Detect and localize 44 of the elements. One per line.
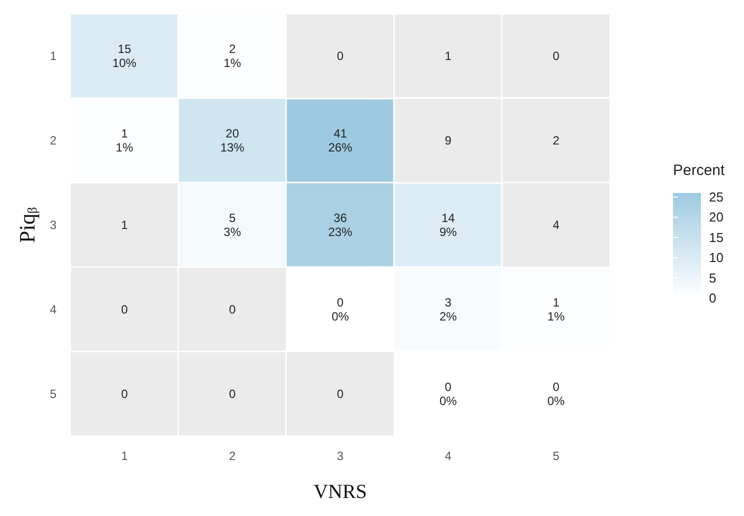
x-tick-label: 4: [444, 449, 452, 463]
data-label: 0 0%: [439, 380, 458, 408]
text: 2: [552, 134, 560, 148]
text: 0: [229, 302, 236, 316]
x-axis-title: VNRS: [314, 481, 367, 503]
text: 4: [552, 218, 560, 232]
data-label: 41 26%: [328, 126, 353, 155]
data-label: 0 0%: [332, 295, 350, 324]
text: 0: [229, 386, 236, 401]
color-bar-label: 15: [709, 230, 724, 245]
text: 1: [121, 218, 128, 232]
y-tick-label: 4: [50, 302, 57, 316]
text: 9: [444, 134, 452, 148]
x-tick-label: 2: [229, 449, 236, 463]
color-bar-label: 5: [709, 270, 716, 286]
y-tick-label: 5: [50, 386, 57, 401]
data-label: 0 0%: [547, 380, 566, 408]
color-bar-title: Percent: [673, 162, 726, 179]
text: 0: [121, 302, 128, 316]
data-label: 3 2%: [439, 295, 458, 324]
data-label: 14 9%: [439, 211, 458, 239]
color-bar-label: 0: [709, 290, 716, 306]
y-axis-title: Piqβ: [14, 206, 40, 243]
x-tick-label: 1: [121, 449, 128, 463]
color-bar-label: 25: [709, 190, 724, 205]
data-label: 36 23%: [328, 211, 353, 239]
y-tick-label: 1: [50, 49, 57, 64]
data-label: 20 13%: [220, 126, 245, 155]
color-bar-label: 20: [709, 210, 724, 225]
text: 0: [336, 49, 344, 64]
data-label: 1 1%: [116, 126, 134, 155]
color-bar-label: 10: [709, 250, 724, 266]
x-tick-label: 5: [552, 449, 560, 463]
data-label: 1 1%: [547, 295, 566, 324]
data-label: 5 3%: [224, 211, 242, 239]
text: 0: [121, 386, 128, 401]
data-label: 2 1%: [224, 42, 242, 70]
y-tick-label: 2: [50, 134, 57, 148]
x-tick-label: 3: [336, 449, 344, 463]
data-label: 15 10%: [112, 42, 137, 70]
text: 0: [336, 386, 344, 401]
text: 0: [552, 49, 560, 64]
y-tick-label: 3: [50, 218, 57, 232]
text: 1: [444, 49, 452, 64]
